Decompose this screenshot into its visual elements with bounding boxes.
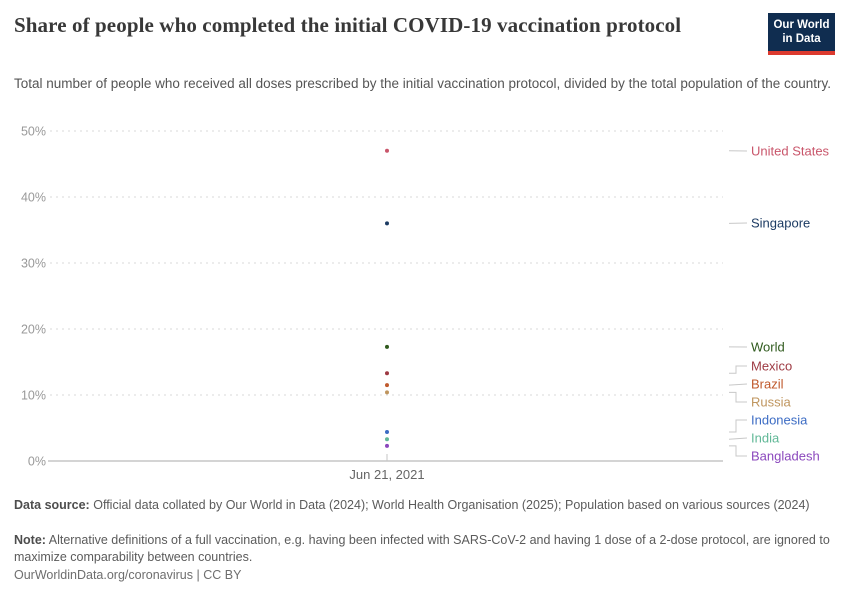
license-line: OurWorldinData.org/coronavirus | CC BY [14, 568, 242, 582]
data-point-united-states[interactable] [385, 148, 389, 153]
legend-label-singapore[interactable]: Singapore [751, 216, 810, 231]
legend-label-mexico[interactable]: Mexico [751, 359, 792, 374]
y-tick-label: 30% [21, 257, 46, 271]
owid-logo-line2: in Data [782, 33, 821, 46]
legend-connector [729, 391, 747, 403]
y-tick-label: 50% [21, 125, 46, 139]
legend-label-world[interactable]: World [751, 340, 785, 355]
data-source-line: Data source: Official data collated by O… [14, 497, 836, 514]
legend-label-india[interactable]: India [751, 431, 780, 446]
y-tick-label: 20% [21, 323, 46, 337]
owid-logo-line1: Our World [773, 19, 830, 31]
data-point-brazil[interactable] [385, 383, 389, 388]
legend-label-bangladesh[interactable]: Bangladesh [751, 449, 820, 464]
chart-title: Share of people who completed the initia… [14, 13, 682, 37]
legend-label-brazil[interactable]: Brazil [751, 377, 784, 392]
data-point-world[interactable] [385, 344, 389, 349]
legend-connector [728, 437, 748, 440]
note-label: Note: [14, 533, 46, 547]
chart-subtitle: Total number of people who received all … [14, 76, 831, 91]
data-point-mexico[interactable] [385, 371, 389, 376]
data-source-label: Data source: [14, 498, 90, 512]
note-line: Note: Alternative definitions of a full … [14, 532, 836, 567]
legend-connector [729, 419, 747, 433]
x-tick-label: Jun 21, 2021 [349, 467, 424, 482]
data-point-singapore[interactable] [385, 221, 389, 226]
legend-connector [728, 383, 748, 386]
data-point-russia[interactable] [385, 390, 389, 395]
y-tick-label: 40% [21, 191, 46, 205]
y-tick-label: 10% [21, 389, 46, 403]
legend-label-united-states[interactable]: United States [751, 144, 830, 159]
legend-label-russia[interactable]: Russia [751, 395, 792, 410]
data-point-indonesia[interactable] [385, 429, 389, 434]
note-text: Alternative definitions of a full vaccin… [14, 533, 830, 565]
legend-label-indonesia[interactable]: Indonesia [751, 413, 808, 428]
data-point-india[interactable] [385, 437, 389, 442]
owid-logo[interactable]: Our World in Data [768, 13, 835, 55]
legend-connector [729, 445, 747, 457]
legend-connector [729, 365, 747, 374]
data-point-bangladesh[interactable] [385, 443, 389, 448]
data-source-text: Official data collated by Our World in D… [93, 498, 810, 512]
y-tick-label: 0% [28, 455, 46, 469]
